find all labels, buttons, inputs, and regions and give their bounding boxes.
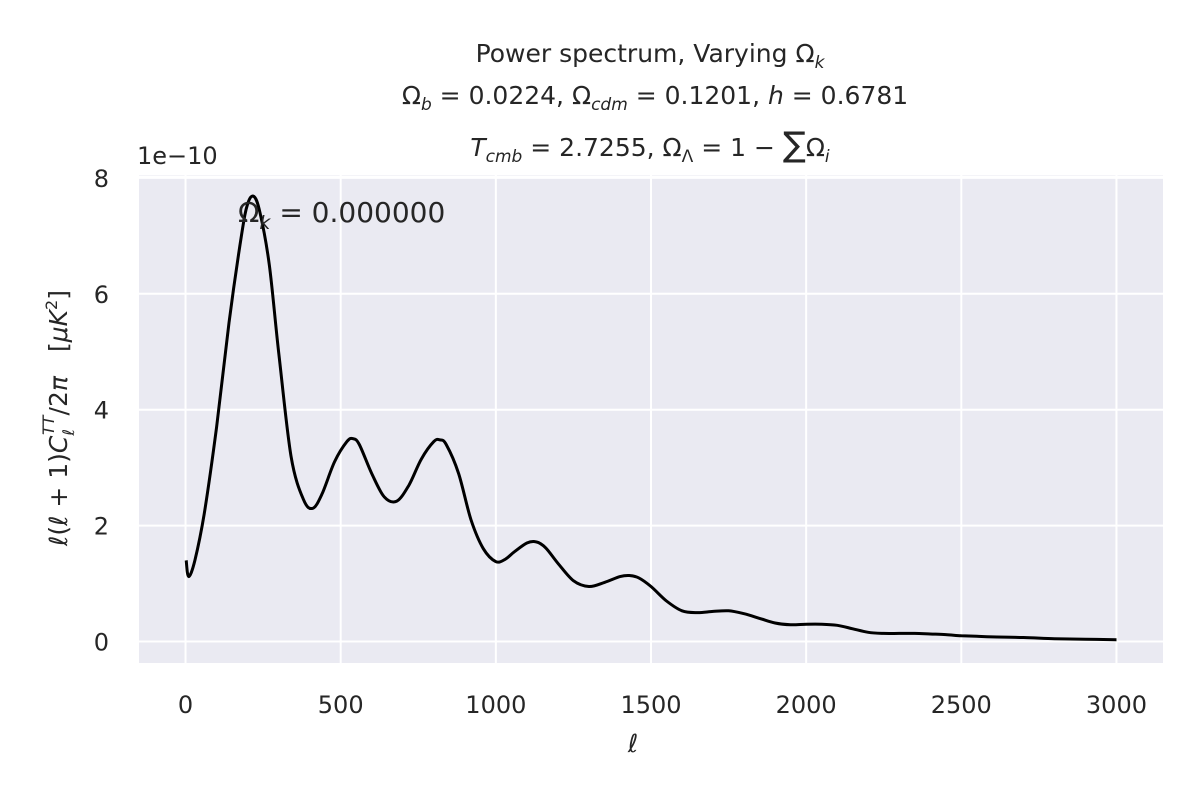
x-tick-label: 1500 xyxy=(620,691,681,719)
y-tick-label: 2 xyxy=(94,513,109,541)
chart-title-line-1: Power spectrum, Varying Ωk xyxy=(476,39,826,73)
y-tick-label: 8 xyxy=(94,165,109,193)
chart-title-line-3: Tcmb = 2.7255, ΩΛ = 1 − ∑Ωi xyxy=(470,125,830,167)
y-offset-text: 1e−10 xyxy=(137,142,218,170)
x-tick-label: 2000 xyxy=(776,691,837,719)
x-tick-label: 0 xyxy=(178,691,193,719)
chart-title-line-2: Ωb = 0.0224, Ωcdm = 0.1201, h = 0.6781 xyxy=(402,81,908,115)
x-tick-label: 2500 xyxy=(931,691,992,719)
x-tick-label: 1000 xyxy=(465,691,526,719)
series-layer xyxy=(184,194,1117,642)
omega-k-annotation: Ωk = 0.000000 xyxy=(238,196,445,234)
grid xyxy=(139,175,1163,663)
y-tick-label: 6 xyxy=(94,281,109,309)
series-line xyxy=(184,194,1117,642)
x-tick-label: 500 xyxy=(318,691,364,719)
y-axis-label: ℓ(ℓ + 1)CℓTT/2π[μK2] xyxy=(39,290,78,547)
x-tick-labels: 0 500 1000 1500 2000 2500 3000 xyxy=(178,691,1147,719)
y-tick-label: 0 xyxy=(94,629,109,657)
y-tick-label: 4 xyxy=(94,397,109,425)
x-tick-label: 3000 xyxy=(1086,691,1147,719)
y-tick-labels: 0 2 4 6 8 xyxy=(94,165,109,657)
x-axis-label: ℓ xyxy=(627,729,638,758)
